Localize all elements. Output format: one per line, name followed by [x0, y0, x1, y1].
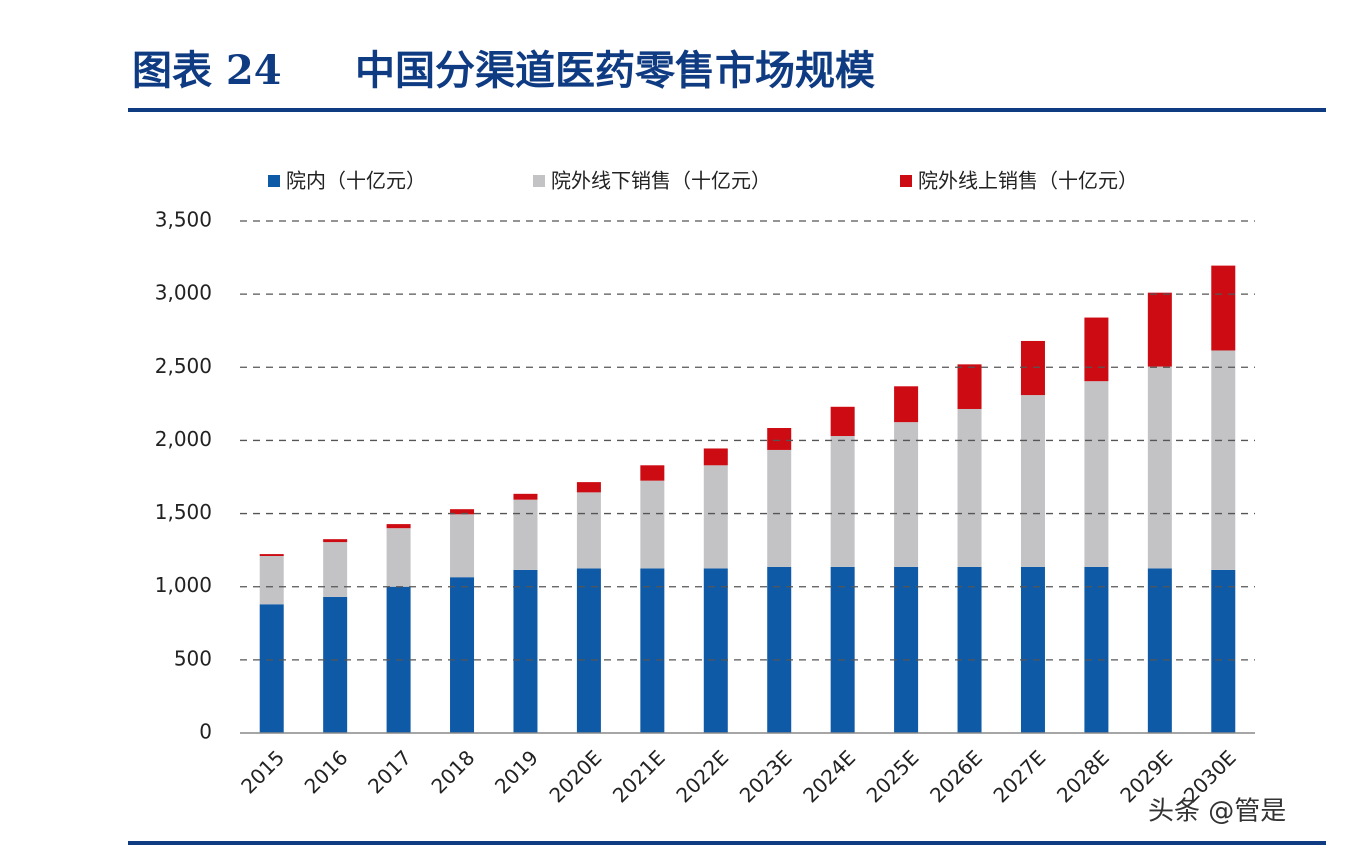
bar-segment — [957, 566, 982, 733]
x-tick-label: 2027E — [988, 745, 1050, 807]
bar-segment — [1020, 566, 1045, 733]
x-tick-label: 2022E — [671, 745, 733, 807]
bar-segment — [1084, 381, 1109, 567]
bar-segment — [767, 427, 792, 450]
bar-segment — [323, 596, 348, 733]
bar-segment — [830, 406, 855, 437]
bar-segment — [386, 528, 411, 587]
x-tick-label: 2023E — [735, 745, 797, 807]
bar-segment — [323, 539, 348, 543]
bar-segment — [1084, 317, 1109, 382]
bar-segment — [640, 568, 665, 733]
x-tick-label: 2016 — [300, 745, 353, 798]
bar-segment — [894, 422, 919, 567]
bar-segment — [894, 566, 919, 733]
legend-label: 院外线下销售（十亿元） — [551, 169, 771, 193]
bar-segment — [703, 568, 728, 733]
bar-segment — [323, 542, 348, 597]
bar-segment — [703, 448, 728, 466]
y-tick-label: 3,500 — [155, 208, 212, 232]
bar-segment — [450, 509, 475, 515]
y-tick-label: 1,500 — [155, 500, 212, 524]
x-tick-label: 2028E — [1052, 745, 1114, 807]
bar-segment — [576, 568, 601, 733]
x-tick-label: 2021E — [608, 745, 670, 807]
bar-segment — [450, 577, 475, 733]
bar-segment — [830, 436, 855, 567]
bar-segment — [576, 492, 601, 569]
figure-label: 图表 24 — [132, 47, 282, 94]
legend-swatch — [268, 175, 280, 187]
bar-segment — [386, 524, 411, 529]
y-tick-label: 2,500 — [155, 354, 212, 378]
x-tick-label: 2017 — [363, 745, 416, 798]
bar-segment — [259, 604, 284, 733]
bar-segment — [767, 566, 792, 733]
legend-label: 院内（十亿元） — [286, 169, 426, 193]
legend-label: 院外线上销售（十亿元） — [918, 169, 1138, 193]
bar-segment — [957, 364, 982, 409]
bar-segment — [450, 514, 475, 578]
bar-segment — [640, 480, 665, 569]
bar-segment — [830, 566, 855, 733]
legend-swatch — [900, 175, 912, 187]
bar-segment — [1020, 395, 1045, 567]
x-tick-label: 2019 — [490, 745, 543, 798]
bar-segment — [1147, 366, 1172, 569]
bar-segment — [1147, 568, 1172, 733]
bar-segment — [703, 465, 728, 569]
x-tick-label: 2018 — [426, 745, 479, 798]
bar-segment — [259, 555, 284, 605]
y-tick-label: 2,000 — [155, 427, 212, 451]
bar-segment — [1211, 569, 1236, 733]
bar-segment — [259, 554, 284, 556]
bar-segment — [894, 386, 919, 423]
x-tick-label: 2024E — [798, 745, 860, 807]
bar-segment — [513, 499, 538, 570]
bar-segment — [513, 493, 538, 500]
x-tick-label: 2020E — [544, 745, 606, 807]
bar-segment — [1211, 350, 1236, 570]
x-tick-label: 2025E — [862, 745, 924, 807]
bar-segment — [513, 569, 538, 733]
bar-segment — [767, 449, 792, 567]
x-tick-label: 2015 — [236, 745, 289, 798]
bar-segment — [1147, 292, 1172, 367]
bar-segment — [640, 465, 665, 481]
bar-segment — [957, 408, 982, 567]
x-tick-label: 2026E — [925, 745, 987, 807]
y-tick-label: 3,000 — [155, 281, 212, 305]
bar-segment — [576, 482, 601, 493]
chart-title: 中国分渠道医药零售市场规模 — [355, 47, 875, 94]
bar-segment — [1020, 340, 1045, 396]
y-tick-label: 500 — [174, 646, 212, 670]
watermark: 头条 @管是 — [1148, 797, 1286, 827]
bar-segment — [1211, 265, 1236, 351]
legend-swatch — [533, 175, 545, 187]
y-tick-label: 0 — [199, 720, 212, 744]
y-tick-label: 1,000 — [155, 573, 212, 597]
bar-segment — [1084, 566, 1109, 733]
